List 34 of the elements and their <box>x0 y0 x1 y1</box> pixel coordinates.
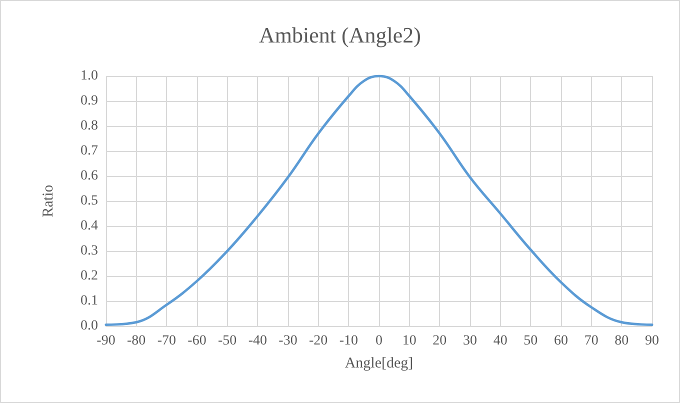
y-tick-label: 0.9 <box>80 94 98 108</box>
y-tick-label: 1.0 <box>80 68 98 84</box>
y-tick-label: 0.8 <box>80 118 98 134</box>
x-tick-label: -40 <box>248 334 268 348</box>
x-tick-label: -50 <box>218 334 237 348</box>
y-tick-label: 0.6 <box>80 168 98 184</box>
x-tick-label: -30 <box>278 334 298 348</box>
x-tick-label: -20 <box>308 334 328 348</box>
x-tick-label: -90 <box>96 334 116 348</box>
y-tick-label: 0.4 <box>80 218 98 234</box>
x-tick-label: 60 <box>554 334 568 348</box>
chart-title: Ambient (Angle2) <box>259 22 421 48</box>
x-tick-label: 70 <box>584 334 598 348</box>
x-tick-label: 10 <box>402 334 416 348</box>
x-tick-label: -80 <box>126 334 146 348</box>
x-tick-label: 30 <box>463 334 477 348</box>
x-axis-title: Angle[deg] <box>344 356 414 372</box>
x-tick-label: 90 <box>645 334 659 348</box>
y-tick-label: 0.2 <box>80 268 98 284</box>
y-tick-label: 0.7 <box>80 144 98 158</box>
y-tick-label: 0.5 <box>80 194 98 208</box>
x-tick-label: -70 <box>157 334 176 348</box>
x-tick-label: 20 <box>432 334 447 348</box>
x-tick-label: 50 <box>524 334 538 348</box>
y-tick-label: 0.3 <box>80 244 98 258</box>
x-tick-label: 80 <box>614 334 629 348</box>
y-tick-label: 0.1 <box>80 294 98 308</box>
y-axis-title: Ratio <box>40 184 56 218</box>
line-series <box>104 74 654 326</box>
x-tick-label: -10 <box>339 334 358 348</box>
y-tick-label: 0.0 <box>80 318 98 334</box>
x-tick-label: 40 <box>493 334 508 348</box>
x-tick-label: -60 <box>188 334 206 348</box>
x-tick-label: 0 <box>376 334 382 348</box>
